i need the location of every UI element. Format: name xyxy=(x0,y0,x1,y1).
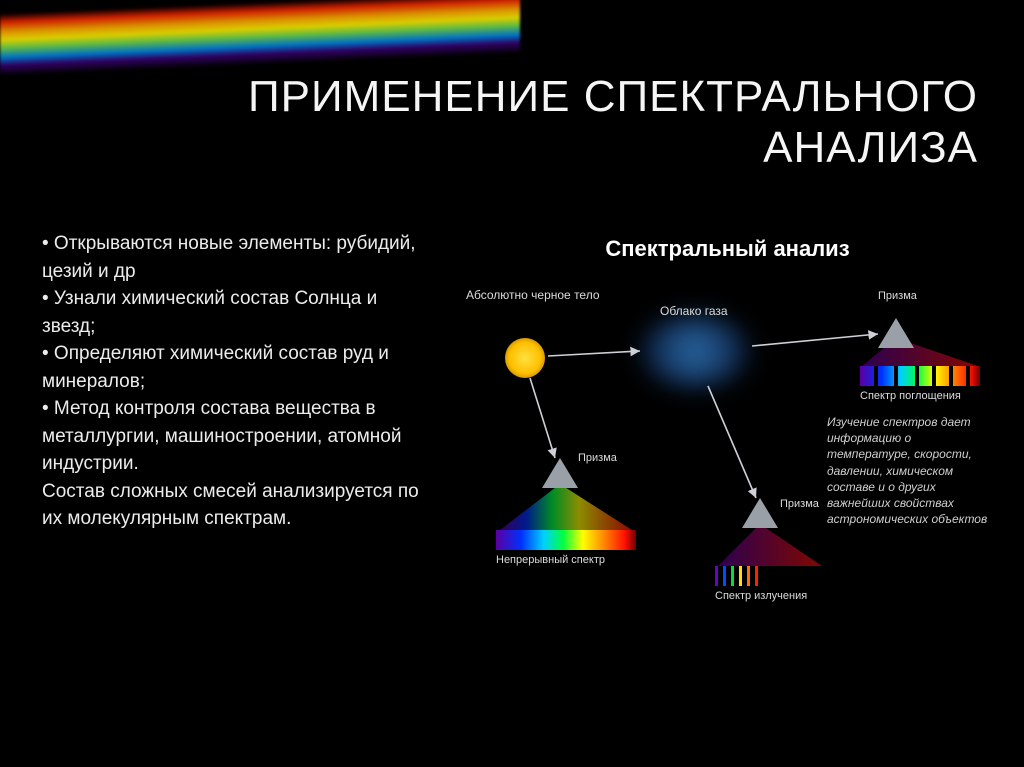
continuous-spectrum xyxy=(496,530,636,550)
title-line-2: АНАЛИЗА xyxy=(763,123,978,172)
spectral-analysis-diagram: Спектральный анализ Абсолютно черное тел… xyxy=(460,226,995,626)
slide-title: ПРИМЕНЕНИЕ СПЕКТРАЛЬНОГО АНАЛИЗА xyxy=(46,72,978,173)
label-emission: Спектр излучения xyxy=(715,590,807,602)
emission-spectrum xyxy=(715,566,825,586)
label-absorption: Спектр поглощения xyxy=(860,390,961,402)
label-prism-2: Призма xyxy=(780,498,819,510)
label-prism-3: Призма xyxy=(878,290,917,302)
bullet-list: • Открываются новые элементы: рубидий, ц… xyxy=(42,230,422,533)
title-line-1: ПРИМЕНЕНИЕ СПЕКТРАЛЬНОГО xyxy=(248,72,978,121)
absorption-spectrum xyxy=(860,366,980,386)
diagram-side-note: Изучение спектров дает информацию о темп… xyxy=(827,414,989,527)
decorative-rainbow-stripe xyxy=(0,0,520,80)
label-prism-1: Призма xyxy=(578,452,617,464)
label-continuous: Непрерывный спектр xyxy=(496,554,605,566)
